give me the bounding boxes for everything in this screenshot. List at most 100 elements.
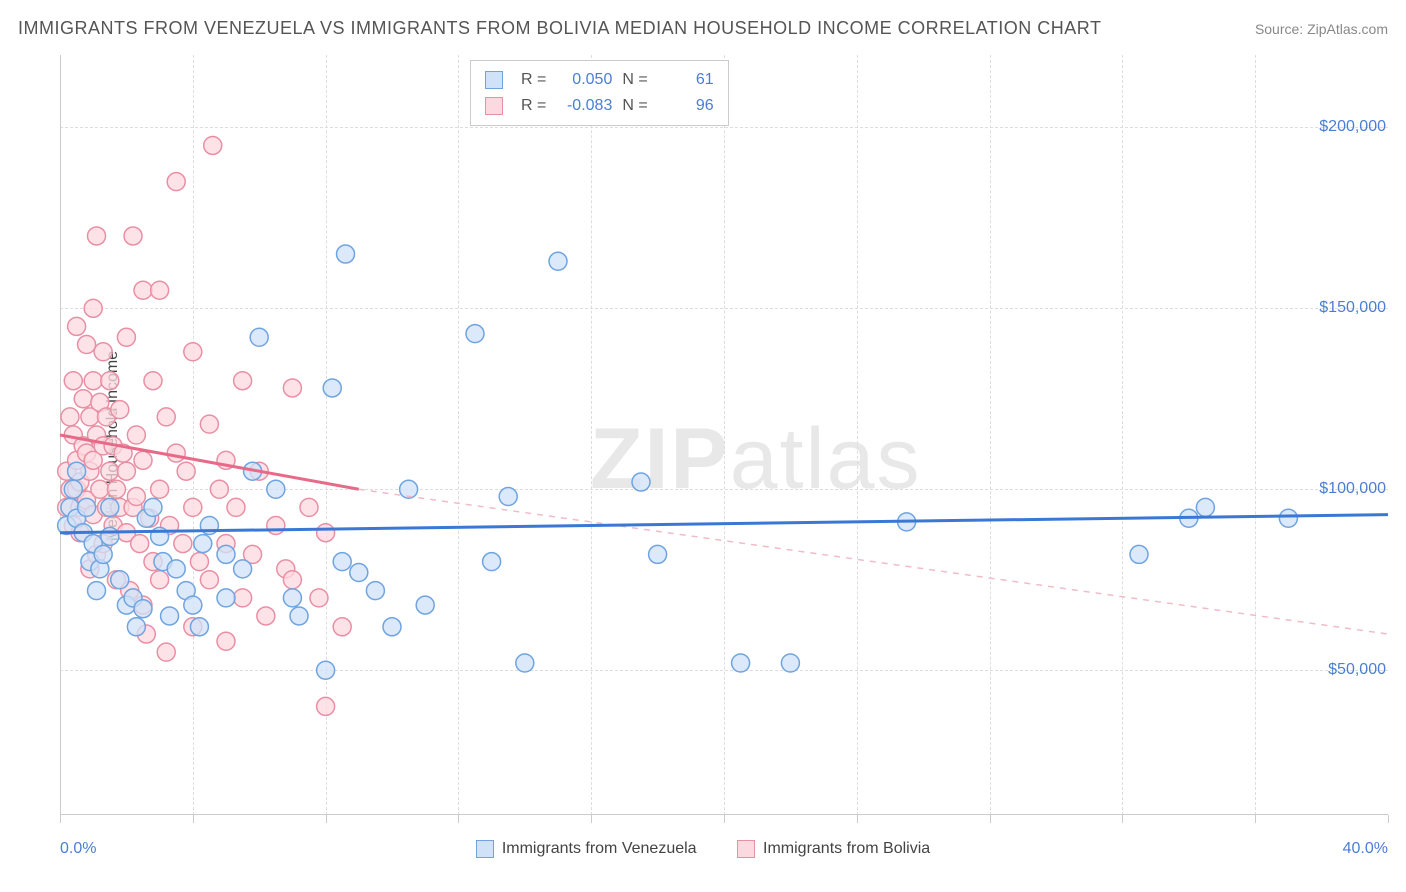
venezuela-point — [234, 560, 252, 578]
bolivia-point — [101, 462, 119, 480]
venezuela-point — [323, 379, 341, 397]
chart-source: Source: ZipAtlas.com — [1255, 21, 1388, 37]
bolivia-swatch — [737, 840, 755, 858]
venezuela-point — [1279, 509, 1297, 527]
venezuela-point — [68, 462, 86, 480]
bolivia-point — [190, 553, 208, 571]
bolivia-point — [167, 173, 185, 191]
x-tick-mark — [326, 815, 327, 823]
bolivia-point — [127, 488, 145, 506]
venezuela-point — [649, 545, 667, 563]
bolivia-point — [174, 535, 192, 553]
n-label: N = — [622, 67, 647, 93]
venezuela-point — [337, 245, 355, 263]
bolivia-point — [310, 589, 328, 607]
venezuela-point — [416, 596, 434, 614]
venezuela-point — [283, 589, 301, 607]
r-label: R = — [521, 67, 546, 93]
bolivia-point — [111, 401, 129, 419]
legend-bolivia-label: Immigrants from Bolivia — [763, 840, 930, 858]
venezuela-point — [161, 607, 179, 625]
bolivia-point — [283, 571, 301, 589]
x-tick-mark — [1255, 815, 1256, 823]
bolivia-point — [234, 372, 252, 390]
bolivia-point — [74, 390, 92, 408]
bolivia-point — [333, 618, 351, 636]
bolivia-point — [257, 607, 275, 625]
venezuela-point — [250, 328, 268, 346]
x-tick-mark — [458, 815, 459, 823]
bolivia-point — [94, 343, 112, 361]
bolivia-point — [184, 498, 202, 516]
bolivia-point — [107, 480, 125, 498]
venezuela-point — [267, 480, 285, 498]
bolivia-point — [151, 281, 169, 299]
bolivia-n: 96 — [658, 93, 714, 119]
bolivia-point — [217, 632, 235, 650]
venezuela-point — [516, 654, 534, 672]
bolivia-r: -0.083 — [556, 93, 612, 119]
venezuela-point — [101, 527, 119, 545]
bolivia-point — [227, 498, 245, 516]
bolivia-point — [200, 571, 218, 589]
venezuela-point — [194, 535, 212, 553]
venezuela-point — [167, 560, 185, 578]
venezuela-point — [1196, 498, 1214, 516]
bolivia-point — [151, 480, 169, 498]
venezuela-point — [383, 618, 401, 636]
bottom-legend: Immigrants from Venezuela Immigrants fro… — [0, 840, 1406, 863]
bolivia-point — [210, 480, 228, 498]
bolivia-point — [68, 317, 86, 335]
venezuela-swatch — [476, 840, 494, 858]
r-label: R = — [521, 93, 546, 119]
venezuela-point — [184, 596, 202, 614]
venezuela-point — [499, 488, 517, 506]
venezuela-point — [111, 571, 129, 589]
venezuela-point — [1130, 545, 1148, 563]
bolivia-point — [144, 372, 162, 390]
venezuela-point — [366, 582, 384, 600]
x-tick-mark — [990, 815, 991, 823]
bolivia-point — [84, 299, 102, 317]
x-tick-mark — [60, 815, 61, 823]
venezuela-point — [190, 618, 208, 636]
x-tick-mark — [1388, 815, 1389, 823]
x-tick-mark — [724, 815, 725, 823]
bolivia-point — [167, 444, 185, 462]
venezuela-point — [88, 582, 106, 600]
venezuela-point — [134, 600, 152, 618]
venezuela-n: 61 — [658, 67, 714, 93]
bolivia-point — [131, 535, 149, 553]
bolivia-point — [134, 451, 152, 469]
bolivia-point — [184, 343, 202, 361]
bolivia-point — [88, 227, 106, 245]
bolivia-point — [317, 697, 335, 715]
x-tick-mark — [591, 815, 592, 823]
bolivia-swatch — [485, 97, 503, 115]
bolivia-point — [157, 643, 175, 661]
x-tick-mark — [857, 815, 858, 823]
venezuela-r: 0.050 — [556, 67, 612, 93]
bolivia-point — [127, 426, 145, 444]
stats-row-venezuela: R = 0.050 N = 61 — [485, 67, 714, 93]
trend-line — [359, 489, 1388, 634]
bolivia-point — [157, 408, 175, 426]
legend-venezuela: Immigrants from Venezuela — [476, 840, 697, 858]
bolivia-point — [101, 372, 119, 390]
venezuela-point — [217, 545, 235, 563]
bolivia-point — [84, 372, 102, 390]
bolivia-point — [117, 328, 135, 346]
bolivia-point — [151, 571, 169, 589]
venezuela-point — [64, 480, 82, 498]
bolivia-point — [267, 516, 285, 534]
chart-header: IMMIGRANTS FROM VENEZUELA VS IMMIGRANTS … — [18, 18, 1388, 39]
venezuela-point — [466, 325, 484, 343]
bolivia-point — [317, 524, 335, 542]
venezuela-point — [317, 661, 335, 679]
venezuela-point — [333, 553, 351, 571]
bolivia-point — [124, 227, 142, 245]
venezuela-point — [290, 607, 308, 625]
venezuela-point — [732, 654, 750, 672]
n-label: N = — [622, 93, 647, 119]
bolivia-point — [78, 336, 96, 354]
